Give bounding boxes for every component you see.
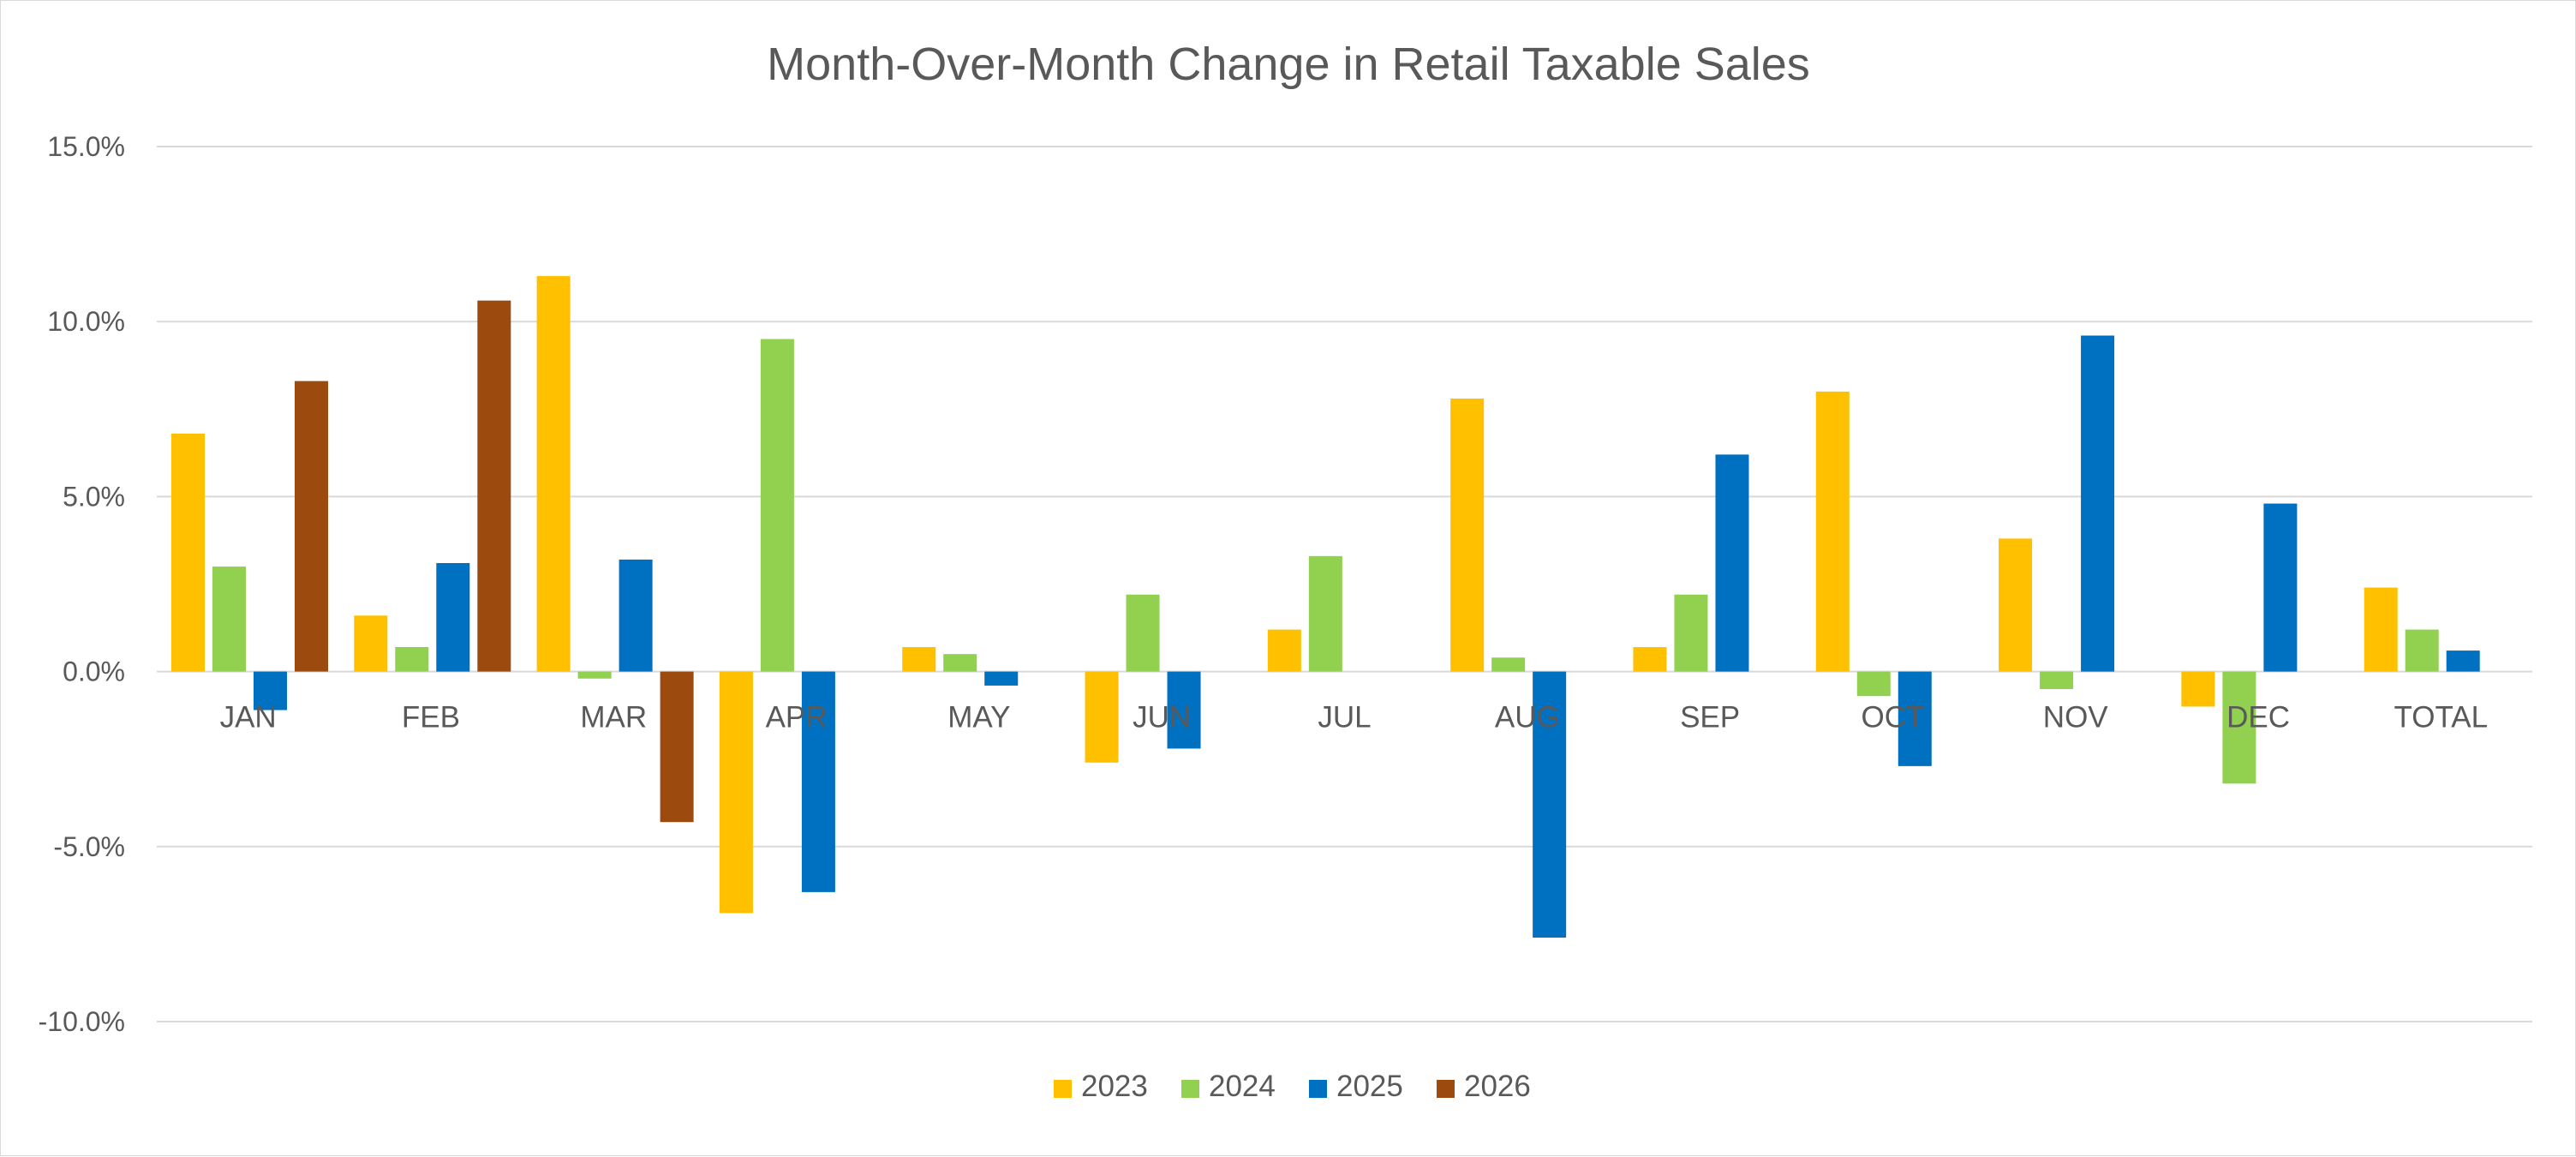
bar-2025-jan [254,671,287,710]
bar-2023-mar [536,276,571,672]
bars-layer [171,276,2480,938]
x-tick-label: JUN [1133,701,1191,734]
x-tick-label: SEP [1680,701,1740,734]
legend-swatch-2026 [1437,1080,1455,1098]
bar-2024-sep [1674,594,1708,672]
bar-2023-sep [1633,647,1667,672]
bar-2026-feb [477,300,511,672]
bar-2023-dec [2181,671,2215,707]
x-tick-labels: JAN FEB MAR APR MAY JUN JUL AUG SEP OCT NOV DEC TOTA… [220,701,2489,734]
bar-2024-aug [1491,657,1526,672]
bar-2023-jul [1267,629,1301,672]
legend: 2023 2024 2025 2026 [1054,1070,1531,1103]
bar-2026-mar [660,671,694,823]
y-tick-label: -10.0% [39,1006,125,1037]
bar-2024-apr [760,339,794,672]
x-tick-label: APR [766,701,828,734]
legend-label-2023: 2023 [1081,1070,1148,1103]
bar-2024-total [2405,629,2439,672]
x-tick-label: MAY [947,701,1010,734]
bar-2024-jul [1308,555,1342,672]
x-tick-label: AUG [1495,701,1560,734]
bar-2023-jan [171,433,205,672]
bar-2023-aug [1450,399,1485,672]
bar-2024-nov [2040,671,2074,690]
bar-2024-may [943,654,977,672]
y-tick-label: 0.0% [63,656,125,687]
x-tick-label: TOTAL [2394,701,2489,734]
bar-2025-dec [2263,503,2298,672]
x-tick-label: MAR [580,701,647,734]
x-tick-label: JAN [220,701,277,734]
x-tick-label: FEB [402,701,460,734]
x-tick-label: JUL [1318,701,1371,734]
y-tick-label: 5.0% [63,481,125,512]
bar-2023-apr [719,671,753,914]
bar-2025-mar [619,559,653,672]
x-tick-label: DEC [2226,701,2290,734]
bar-2023-may [902,647,936,672]
bar-2024-mar [577,671,612,679]
bar-2023-feb [354,615,388,672]
legend-swatch-2023 [1054,1080,1072,1098]
bar-2023-total [2364,587,2398,672]
bar-2025-may [984,671,1019,686]
bar-2025-sep [1715,454,1749,672]
legend-label-2026: 2026 [1464,1070,1531,1103]
bar-2025-nov [2081,335,2115,672]
bar-2023-oct [1815,391,1850,672]
bar-2025-apr [801,671,835,892]
legend-label-2024: 2024 [1209,1070,1276,1103]
bar-2024-jan [212,567,246,672]
legend-swatch-2025 [1309,1080,1327,1098]
grid-layer: 15.0% 10.0% 5.0% 0.0% -5.0% -10.0% [39,131,2532,1037]
bar-2025-jun [1167,671,1201,749]
bar-2024-oct [1856,671,1891,697]
y-tick-label: 10.0% [47,306,125,337]
bar-2024-dec [2222,671,2256,784]
bar-2025-aug [1533,671,1567,938]
y-tick-label: -5.0% [53,831,125,862]
bar-2025-feb [436,562,470,672]
chart-title: Month-Over-Month Change in Retail Taxabl… [767,39,1810,90]
legend-label-2025: 2025 [1336,1070,1403,1103]
bar-2025-oct [1898,671,1932,766]
bar-2025-total [2446,650,2480,672]
x-tick-label: OCT [1861,701,1924,734]
bar-2023-jun [1085,671,1119,763]
y-tick-label: 15.0% [47,131,125,162]
bar-2026-jan [295,381,328,672]
legend-swatch-2024 [1181,1080,1199,1098]
x-tick-label: NOV [2043,701,2109,734]
bar-2024-feb [395,647,429,672]
bar-2024-jun [1126,594,1160,672]
bar-2023-nov [1999,538,2033,672]
